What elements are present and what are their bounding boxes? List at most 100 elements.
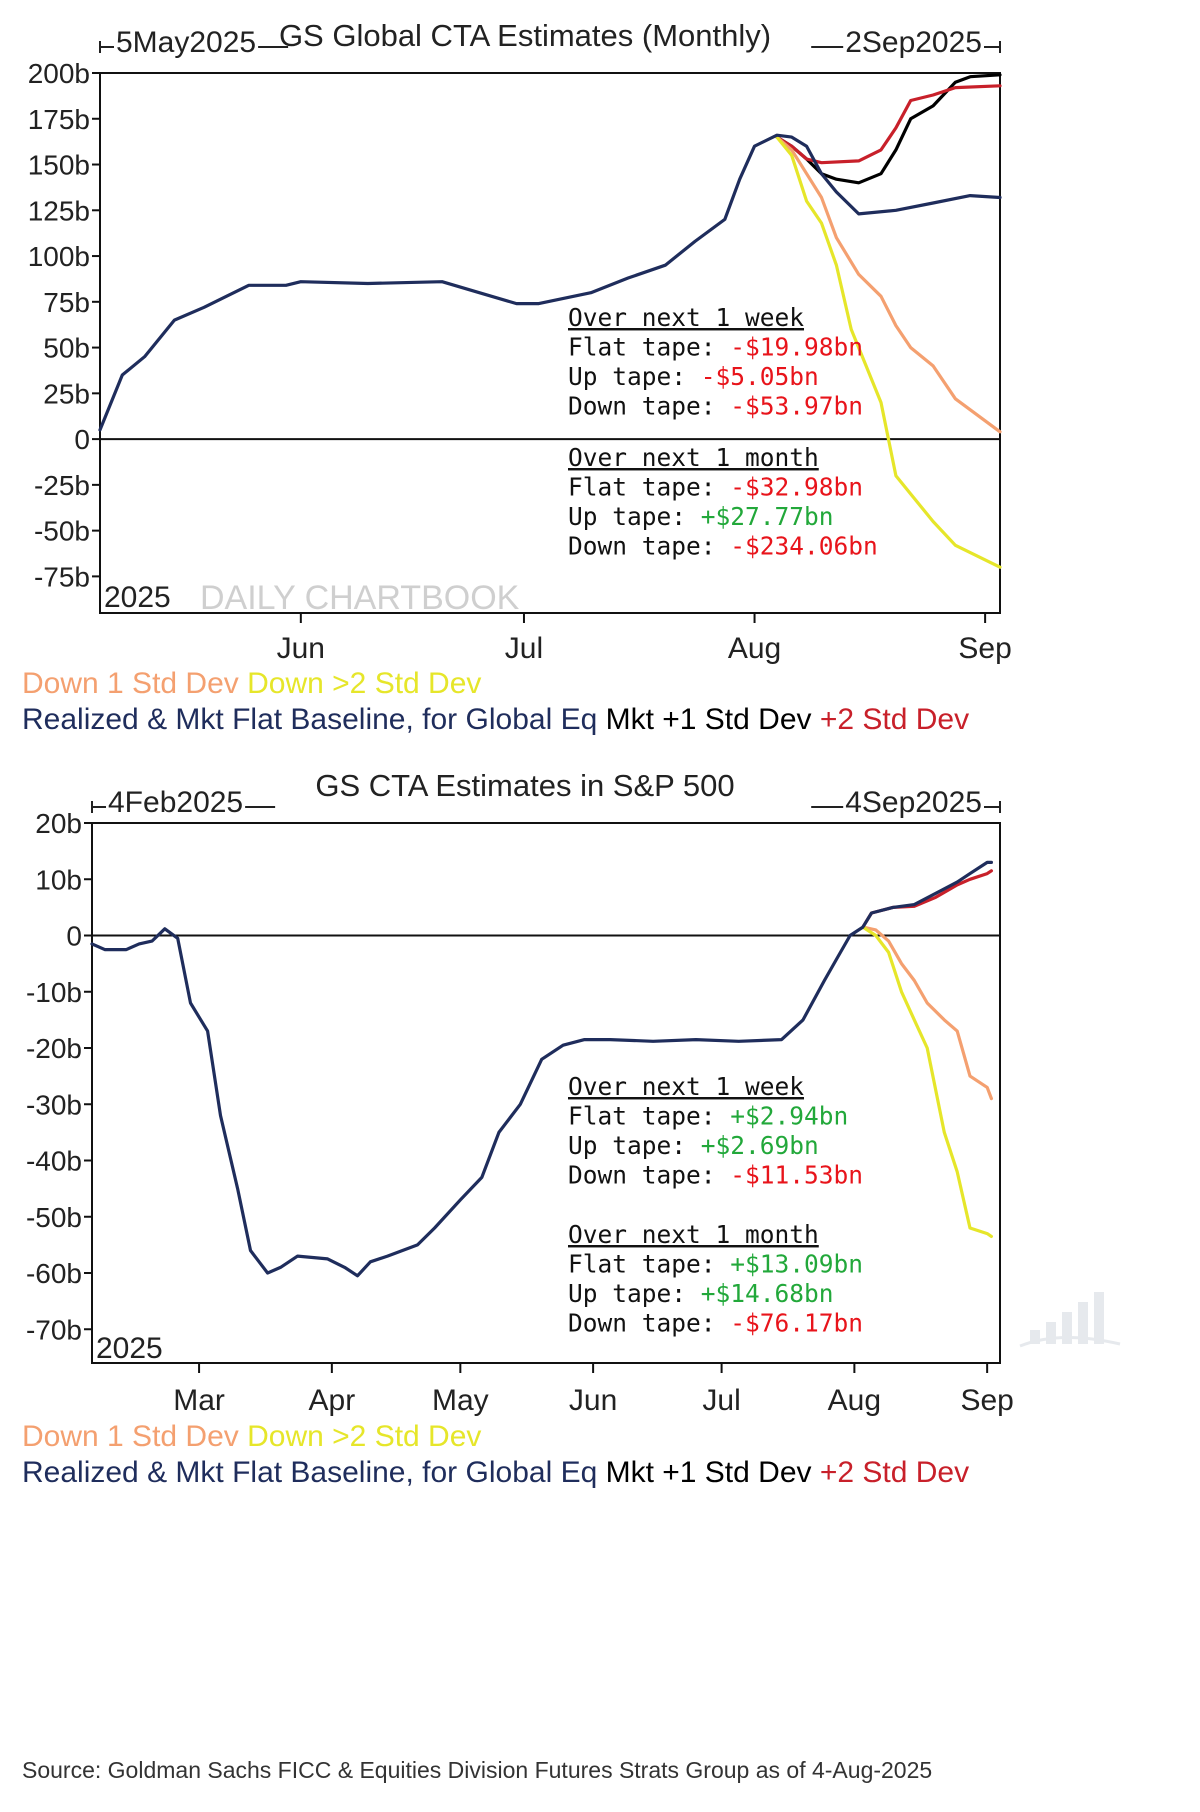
y-tick-label: -10b (26, 977, 82, 1008)
logo-bar (1062, 1312, 1072, 1344)
month-annotation-row-value: -$76.17bn (730, 1309, 863, 1338)
month-annotation-row-value: -$32.98bn (730, 473, 863, 502)
week-annotation-row-label: Flat tape: (568, 1102, 730, 1131)
y-tick-label: -30b (26, 1089, 82, 1120)
series-line-realized-mkt-flat-baseline-for-global-eq (90, 860, 994, 1278)
month-annotation-row-label: Flat tape: (568, 1250, 730, 1279)
month-annotation-row-value: -$234.06bn (730, 532, 878, 561)
week-annotation-row-label: Flat tape: (568, 333, 730, 362)
week-annotation-row: Up tape: +$2.69bn (568, 1131, 819, 1160)
x-tick-label: Jul (702, 1384, 740, 1417)
legend-item: Realized & Mkt Flat Baseline, for Global… (22, 1456, 597, 1489)
y-tick-label: -40b (26, 1146, 82, 1177)
range-start-label: 4Feb2025 (108, 786, 243, 819)
legend-item: +2 Std Dev (812, 1456, 970, 1489)
week-annotation-row: Up tape: -$5.05bn (568, 362, 819, 391)
x-tick-label: Aug (728, 632, 781, 665)
week-annotation-row-value: -$19.98bn (730, 333, 863, 362)
x-tick-label: Sep (960, 1384, 1013, 1417)
legend-row-2: Realized & Mkt Flat Baseline, for Global… (22, 703, 969, 736)
month-annotation-row: Down tape: -$234.06bn (568, 532, 878, 561)
range-start-label: 5May2025 (116, 26, 256, 59)
week-annotation-row-value: +$2.69bn (701, 1131, 819, 1160)
y-tick-label: 100b (28, 241, 90, 272)
chart-2: GS CTA Estimates in S&P 500 4Feb2025 4Sep2… (22, 768, 1014, 1489)
week-annotation-row: Flat tape: +$2.94bn (568, 1102, 848, 1131)
y-tick-label: 150b (28, 150, 90, 181)
logo-bar (1078, 1302, 1088, 1344)
series-line-mkt-1-std-dev (775, 73, 1002, 185)
y-tick-label: -25b (34, 470, 90, 501)
month-annotation-row: Flat tape: +$13.09bn (568, 1250, 863, 1279)
x-tick-label: Aug (828, 1384, 881, 1417)
x-tick-label: Apr (309, 1384, 356, 1417)
y-tick-label: 20b (35, 808, 82, 839)
legend-item: Mkt +1 Std Dev (597, 1456, 811, 1489)
range-end-label: 4Sep2025 (845, 786, 982, 819)
month-annotation-header: Over next 1 month (568, 443, 819, 472)
month-annotation-row: Flat tape: -$32.98bn (568, 473, 863, 502)
week-annotation-row-label: Up tape: (568, 1131, 701, 1160)
watermark-text: DAILY CHARTBOOK (200, 579, 520, 617)
month-annotation-row-value: +$27.77bn (701, 502, 834, 531)
week-annotation-header: Over next 1 week (568, 303, 804, 332)
y-tick-label: -60b (26, 1258, 82, 1289)
legend-row-1: Down 1 Std Dev Down >2 Std Dev (22, 667, 481, 700)
legend-row-2: Realized & Mkt Flat Baseline, for Global… (22, 1456, 969, 1489)
y-tick-label: 200b (28, 58, 90, 89)
month-annotation-row-value: +$13.09bn (730, 1250, 863, 1279)
month-annotation-header: Over next 1 month (568, 1220, 819, 1249)
week-annotation-row-label: Down tape: (568, 392, 730, 421)
legend-item: +2 Std Dev (812, 703, 970, 736)
legend-item: Mkt +1 Std Dev (597, 703, 811, 736)
x-tick-label: Jun (569, 1384, 617, 1417)
x-tick-label: Jun (277, 632, 325, 665)
year-label: 2025 (104, 581, 171, 614)
plot-frame (91, 822, 1001, 1364)
legend-item: Down 1 Std Dev (22, 667, 239, 700)
chart-1: GS Global CTA Estimates (Monthly) 5May202… (22, 18, 1012, 736)
y-tick-label: 50b (43, 333, 90, 364)
week-annotation-header: Over next 1 week (568, 1072, 804, 1101)
week-annotation-row: Down tape: -$11.53bn (568, 1161, 863, 1190)
x-tick-label: Sep (958, 632, 1011, 665)
month-annotation-row-label: Down tape: (568, 1309, 730, 1338)
y-tick-label: -70b (26, 1314, 82, 1345)
y-tick-label: 125b (28, 195, 90, 226)
legend-row-1: Down 1 Std Dev Down >2 Std Dev (22, 1420, 481, 1453)
logo-bar (1046, 1322, 1056, 1344)
week-annotation-row-value: +$2.94bn (730, 1102, 848, 1131)
month-annotation-row-label: Up tape: (568, 1279, 701, 1308)
month-annotation-row-label: Up tape: (568, 502, 701, 531)
legend-item: Realized & Mkt Flat Baseline, for Global… (22, 703, 597, 736)
x-tick-label: May (432, 1384, 489, 1417)
series-line-down-1-std-dev (861, 925, 994, 1101)
series-line-realized-mkt-flat-baseline-for-global-eq (98, 133, 1002, 432)
legend-item: Down >2 Std Dev (239, 667, 482, 700)
plot-frame (99, 72, 1001, 614)
series-line-down-1-std-dev (775, 135, 1002, 434)
series-line-down-2-std-dev (775, 135, 1002, 569)
month-annotation-row-value: +$14.68bn (701, 1279, 834, 1308)
y-tick-label: 25b (43, 378, 90, 409)
y-tick-label: 175b (28, 104, 90, 135)
y-tick-label: 0 (74, 424, 90, 455)
legend-item: Down >2 Std Dev (239, 1420, 482, 1453)
week-annotation-row-label: Down tape: (568, 1161, 730, 1190)
month-annotation-row: Down tape: -$76.17bn (568, 1309, 863, 1338)
logo-bar (1094, 1292, 1104, 1344)
month-annotation-row: Up tape: +$14.68bn (568, 1279, 834, 1308)
chart-title: GS Global CTA Estimates (Monthly) (279, 18, 771, 53)
y-tick-label: 0 (66, 921, 82, 952)
y-tick-label: -20b (26, 1033, 82, 1064)
logo-swoosh (1019, 1335, 1121, 1348)
week-annotation-row-value: -$5.05bn (701, 362, 819, 391)
y-tick-label: 10b (35, 864, 82, 895)
x-tick-label: Mar (173, 1384, 225, 1417)
series-line-2-std-dev (775, 84, 1002, 165)
chartbook-logo-icon (1019, 1292, 1121, 1348)
month-annotation-row: Up tape: +$27.77bn (568, 502, 834, 531)
chart-title: GS CTA Estimates in S&P 500 (315, 768, 734, 803)
range-end-label: 2Sep2025 (845, 26, 982, 59)
